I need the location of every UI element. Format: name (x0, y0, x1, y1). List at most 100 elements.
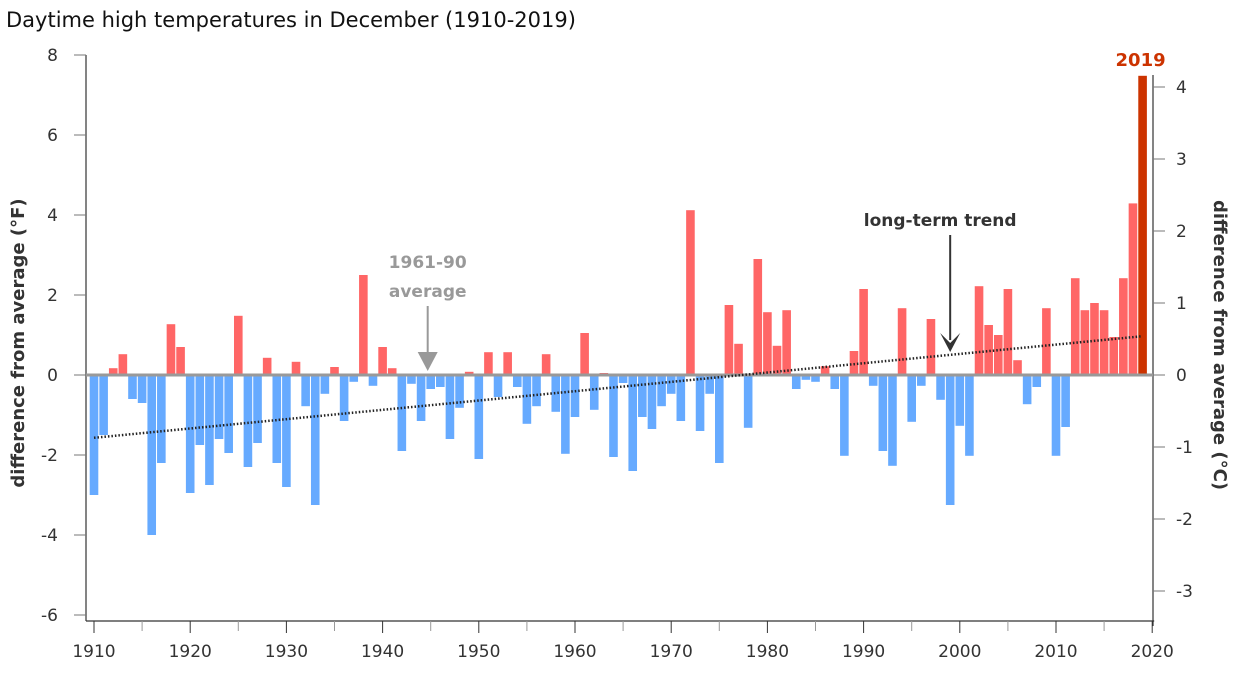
x-tick-label: 2020 (1131, 642, 1174, 662)
bar-2016 (1109, 337, 1119, 375)
bar-1958 (551, 375, 561, 412)
left-tick-label: -4 (41, 526, 58, 546)
bar-1984 (801, 375, 811, 380)
bar-1980 (763, 312, 772, 375)
x-tick-label: 1920 (169, 642, 212, 662)
right-tick-label: -2 (1176, 510, 1193, 530)
bar-1950 (474, 375, 484, 459)
highlight-label: 2019 (1116, 50, 1166, 71)
bar-1947 (445, 375, 455, 439)
bar-1931 (291, 361, 301, 375)
bar-1996 (917, 375, 926, 386)
right-tick-label: 2 (1176, 222, 1187, 242)
bar-1917 (157, 375, 166, 463)
trend-label: long-term trend (864, 211, 1017, 231)
bar-1942 (397, 375, 407, 451)
bar-1946 (436, 375, 445, 387)
bar-1949 (464, 371, 474, 375)
bar-1956 (532, 375, 541, 407)
bar-1921 (195, 375, 205, 445)
bar-1992 (878, 375, 888, 451)
chart-title: Daytime high temperatures in December (1… (6, 8, 576, 32)
bar-1979 (753, 259, 763, 375)
trend-arrowhead-icon (940, 333, 961, 352)
bar-1919 (176, 347, 185, 375)
bar-1972 (686, 210, 695, 375)
bar-2007 (1022, 375, 1032, 405)
trend-line (93, 334, 1143, 440)
bar-1986 (820, 366, 830, 375)
baseline-label-line2: average (389, 282, 467, 302)
right-tick-label: 4 (1176, 78, 1187, 98)
bar-1923 (214, 375, 224, 439)
bar-1918 (166, 324, 176, 375)
bar-1933 (310, 375, 320, 505)
bar-1976 (724, 305, 734, 375)
bar-2002 (974, 286, 984, 375)
bar-1994 (897, 308, 907, 375)
bar-1920 (185, 375, 195, 493)
bar-1997 (926, 319, 936, 375)
bar-1948 (455, 375, 464, 408)
bar-1928 (262, 357, 272, 375)
right-y-axis: -3 -2 -1 0 1 2 3 4 (1152, 75, 1193, 626)
bar-1977 (734, 343, 743, 375)
bar-1995 (907, 375, 916, 422)
bar-1975 (715, 375, 724, 463)
bar-1912 (108, 368, 118, 375)
bar-1932 (301, 375, 310, 407)
x-tick-label: 1910 (72, 642, 115, 662)
bar-1951 (484, 352, 493, 375)
right-tick-label: 0 (1176, 366, 1187, 386)
trend-annotation: long-term trend (864, 211, 1017, 352)
bar-2006 (1013, 360, 1022, 375)
bar-2011 (1061, 375, 1070, 427)
bar-1924 (224, 375, 233, 453)
left-y-axis: -6 -4 -2 0 2 4 6 8 (41, 46, 87, 626)
left-axis-title: difference from average (°F) (8, 198, 29, 487)
left-tick-label: 2 (47, 286, 58, 306)
baseline-arrowhead-icon (417, 352, 438, 371)
right-tick-label: 3 (1176, 150, 1187, 170)
bar-1936 (339, 375, 349, 421)
bar-1955 (522, 375, 532, 424)
bar-1969 (657, 375, 666, 407)
bar-1961 (580, 333, 589, 375)
bar-1998 (936, 375, 945, 400)
bar-2018 (1128, 203, 1138, 375)
bars (89, 75, 1147, 535)
bar-1913 (118, 354, 128, 375)
bar-1938 (359, 275, 368, 375)
bar-1968 (647, 375, 657, 429)
bar-1967 (638, 375, 647, 417)
left-tick-label: -2 (41, 446, 58, 466)
bar-1941 (387, 368, 397, 375)
left-tick-label: -6 (41, 606, 58, 626)
bar-1964 (609, 375, 618, 457)
bar-1930 (282, 375, 291, 487)
x-tick-label: 1930 (265, 642, 308, 662)
bar-2009 (1042, 308, 1051, 375)
bar-1990 (859, 289, 868, 375)
bar-1988 (840, 375, 849, 456)
bar-2019 (1138, 75, 1147, 376)
bar-1916 (147, 375, 157, 535)
x-tick-label: 1950 (457, 642, 500, 662)
bar-1985 (811, 375, 820, 382)
baseline-annotation: 1961-90 average (389, 253, 467, 371)
left-tick-label: 8 (47, 46, 58, 66)
bar-1910 (89, 375, 99, 495)
bar-1926 (243, 375, 253, 467)
bar-2000 (955, 375, 965, 426)
bar-1953 (503, 352, 512, 375)
bar-1981 (772, 345, 782, 375)
bar-1927 (253, 375, 262, 443)
bar-1993 (888, 375, 897, 466)
bar-1957 (541, 354, 551, 375)
bar-1999 (945, 375, 955, 505)
bar-1983 (791, 375, 801, 389)
bar-1966 (628, 375, 638, 471)
bar-1974 (705, 375, 714, 394)
bar-1943 (407, 375, 416, 384)
